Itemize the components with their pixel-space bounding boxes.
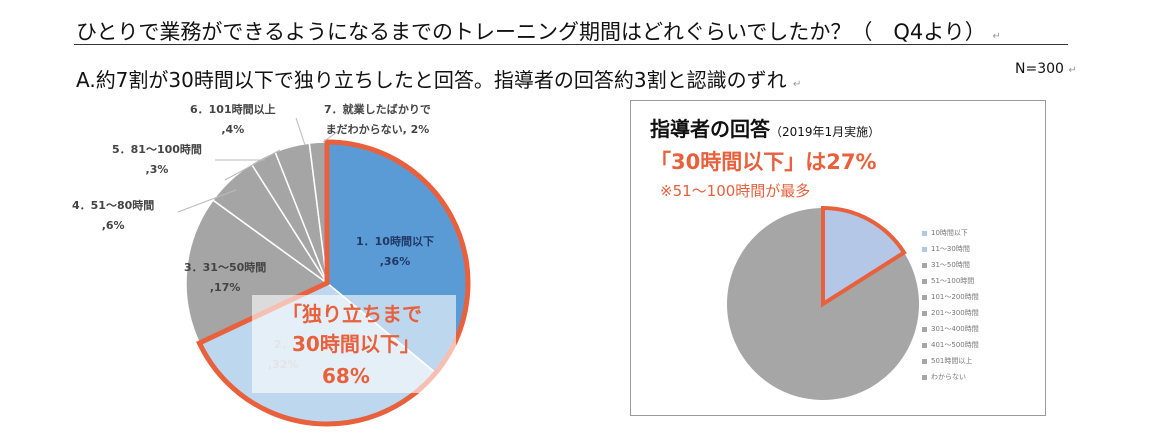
legend-swatch <box>922 246 927 252</box>
instructor-note: ※51～100時間が最多 <box>660 182 811 200</box>
slice-label-line: ,17% <box>209 281 241 294</box>
leader-line <box>224 149 281 181</box>
slice-label-5: 5．81～100時間 ,3% <box>112 140 202 180</box>
slice-label-line: 1．10時間以下 <box>356 235 434 248</box>
title-underline <box>74 44 1068 45</box>
legend-label: 301～400時間 <box>931 325 979 333</box>
legend-item: 11～30時間 <box>922 244 970 254</box>
legend-swatch <box>922 262 927 268</box>
slice-label-line: ,4% <box>221 123 245 136</box>
legend-label: わからない <box>931 373 966 381</box>
slide-title: ひとりで業務ができるようになるまでのトレーニング期間はどれぐらいでしたか？（ Q… <box>76 20 1001 44</box>
callout-line-2: 30時間以下」 <box>292 332 420 356</box>
legend-item: 101～200時間 <box>922 292 979 302</box>
legend-label: 101～200時間 <box>931 293 979 301</box>
instructor-headline: 「30時間以下」は27% <box>650 150 877 174</box>
slice-label-line: 5．81～100時間 <box>112 143 202 156</box>
leader-line <box>322 129 341 143</box>
slice-label-4: 4．51～80時間 ,6% <box>72 196 154 236</box>
slice-label-line: ,36% <box>379 255 411 268</box>
legend-swatch <box>922 310 927 316</box>
slice-label-3: 3．31～50時間 ,17% <box>184 258 266 298</box>
slice-label-line: ,3% <box>145 163 169 176</box>
legend-swatch <box>922 326 927 332</box>
legend-label: 501時間以上 <box>931 357 973 365</box>
instructor-title: 指導者の回答（2019年1月実施） <box>650 117 881 141</box>
legend-label: 11～30時間 <box>931 245 970 253</box>
instructor-panel <box>630 100 1046 416</box>
legend-label: 10時間以下 <box>931 229 968 237</box>
legend-label: 201～300時間 <box>931 309 979 317</box>
callout-line-1: 「独り立ちまで <box>282 302 422 326</box>
slice-label-line: ,6% <box>101 219 125 232</box>
legend-item: 401～500時間 <box>922 340 979 350</box>
legend-item: 301～400時間 <box>922 324 979 334</box>
slice-label-7: 7．就業したばかりで まだわからない, 2% <box>324 100 431 140</box>
pie-slice-3 <box>185 199 329 345</box>
leader-line <box>177 189 237 213</box>
legend-swatch <box>922 374 927 380</box>
legend-swatch <box>922 342 927 348</box>
legend-swatch <box>922 358 927 364</box>
legend-swatch <box>922 294 927 300</box>
leader-line <box>295 117 306 146</box>
legend-item: わからない <box>922 372 966 382</box>
right-pie-chart <box>727 205 919 400</box>
legend-item: 501時間以上 <box>922 356 972 366</box>
callout-box <box>252 295 456 393</box>
slice-label-1: 1．10時間以下 ,36% <box>356 232 434 272</box>
legend-label: 31～50時間 <box>931 261 970 269</box>
pie-slice-highlight <box>821 205 907 308</box>
slide-subtitle: A.約7割が30時間以下で独り立ちしたと回答。指導者の回答約3割と認識のずれ ↵ <box>76 68 802 92</box>
slice-label-line: 4．51～80時間 <box>72 199 155 212</box>
legend-swatch <box>922 230 927 236</box>
slice-label-line: 7．就業したばかりで <box>324 103 431 116</box>
callout-line-3: 68% <box>322 364 370 388</box>
legend-item: 31～50時間 <box>922 260 970 270</box>
legend-item: 201～300時間 <box>922 308 979 318</box>
legend-item: 10時間以下 <box>922 228 968 238</box>
slice-label-line: まだわからない, 2% <box>325 123 430 136</box>
sample-size: N=300 ↵ <box>1015 61 1077 77</box>
slice-label-line: 6．101時間以上 <box>190 103 276 116</box>
slice-label-6: 6．101時間以上 ,4% <box>190 100 276 140</box>
legend-swatch <box>922 278 927 284</box>
slice-label-line: 3．31～50時間 <box>184 261 267 274</box>
legend-label: 51～100時間 <box>931 277 975 285</box>
legend-label: 401～500時間 <box>931 341 979 349</box>
legend-item: 51～100時間 <box>922 276 974 286</box>
